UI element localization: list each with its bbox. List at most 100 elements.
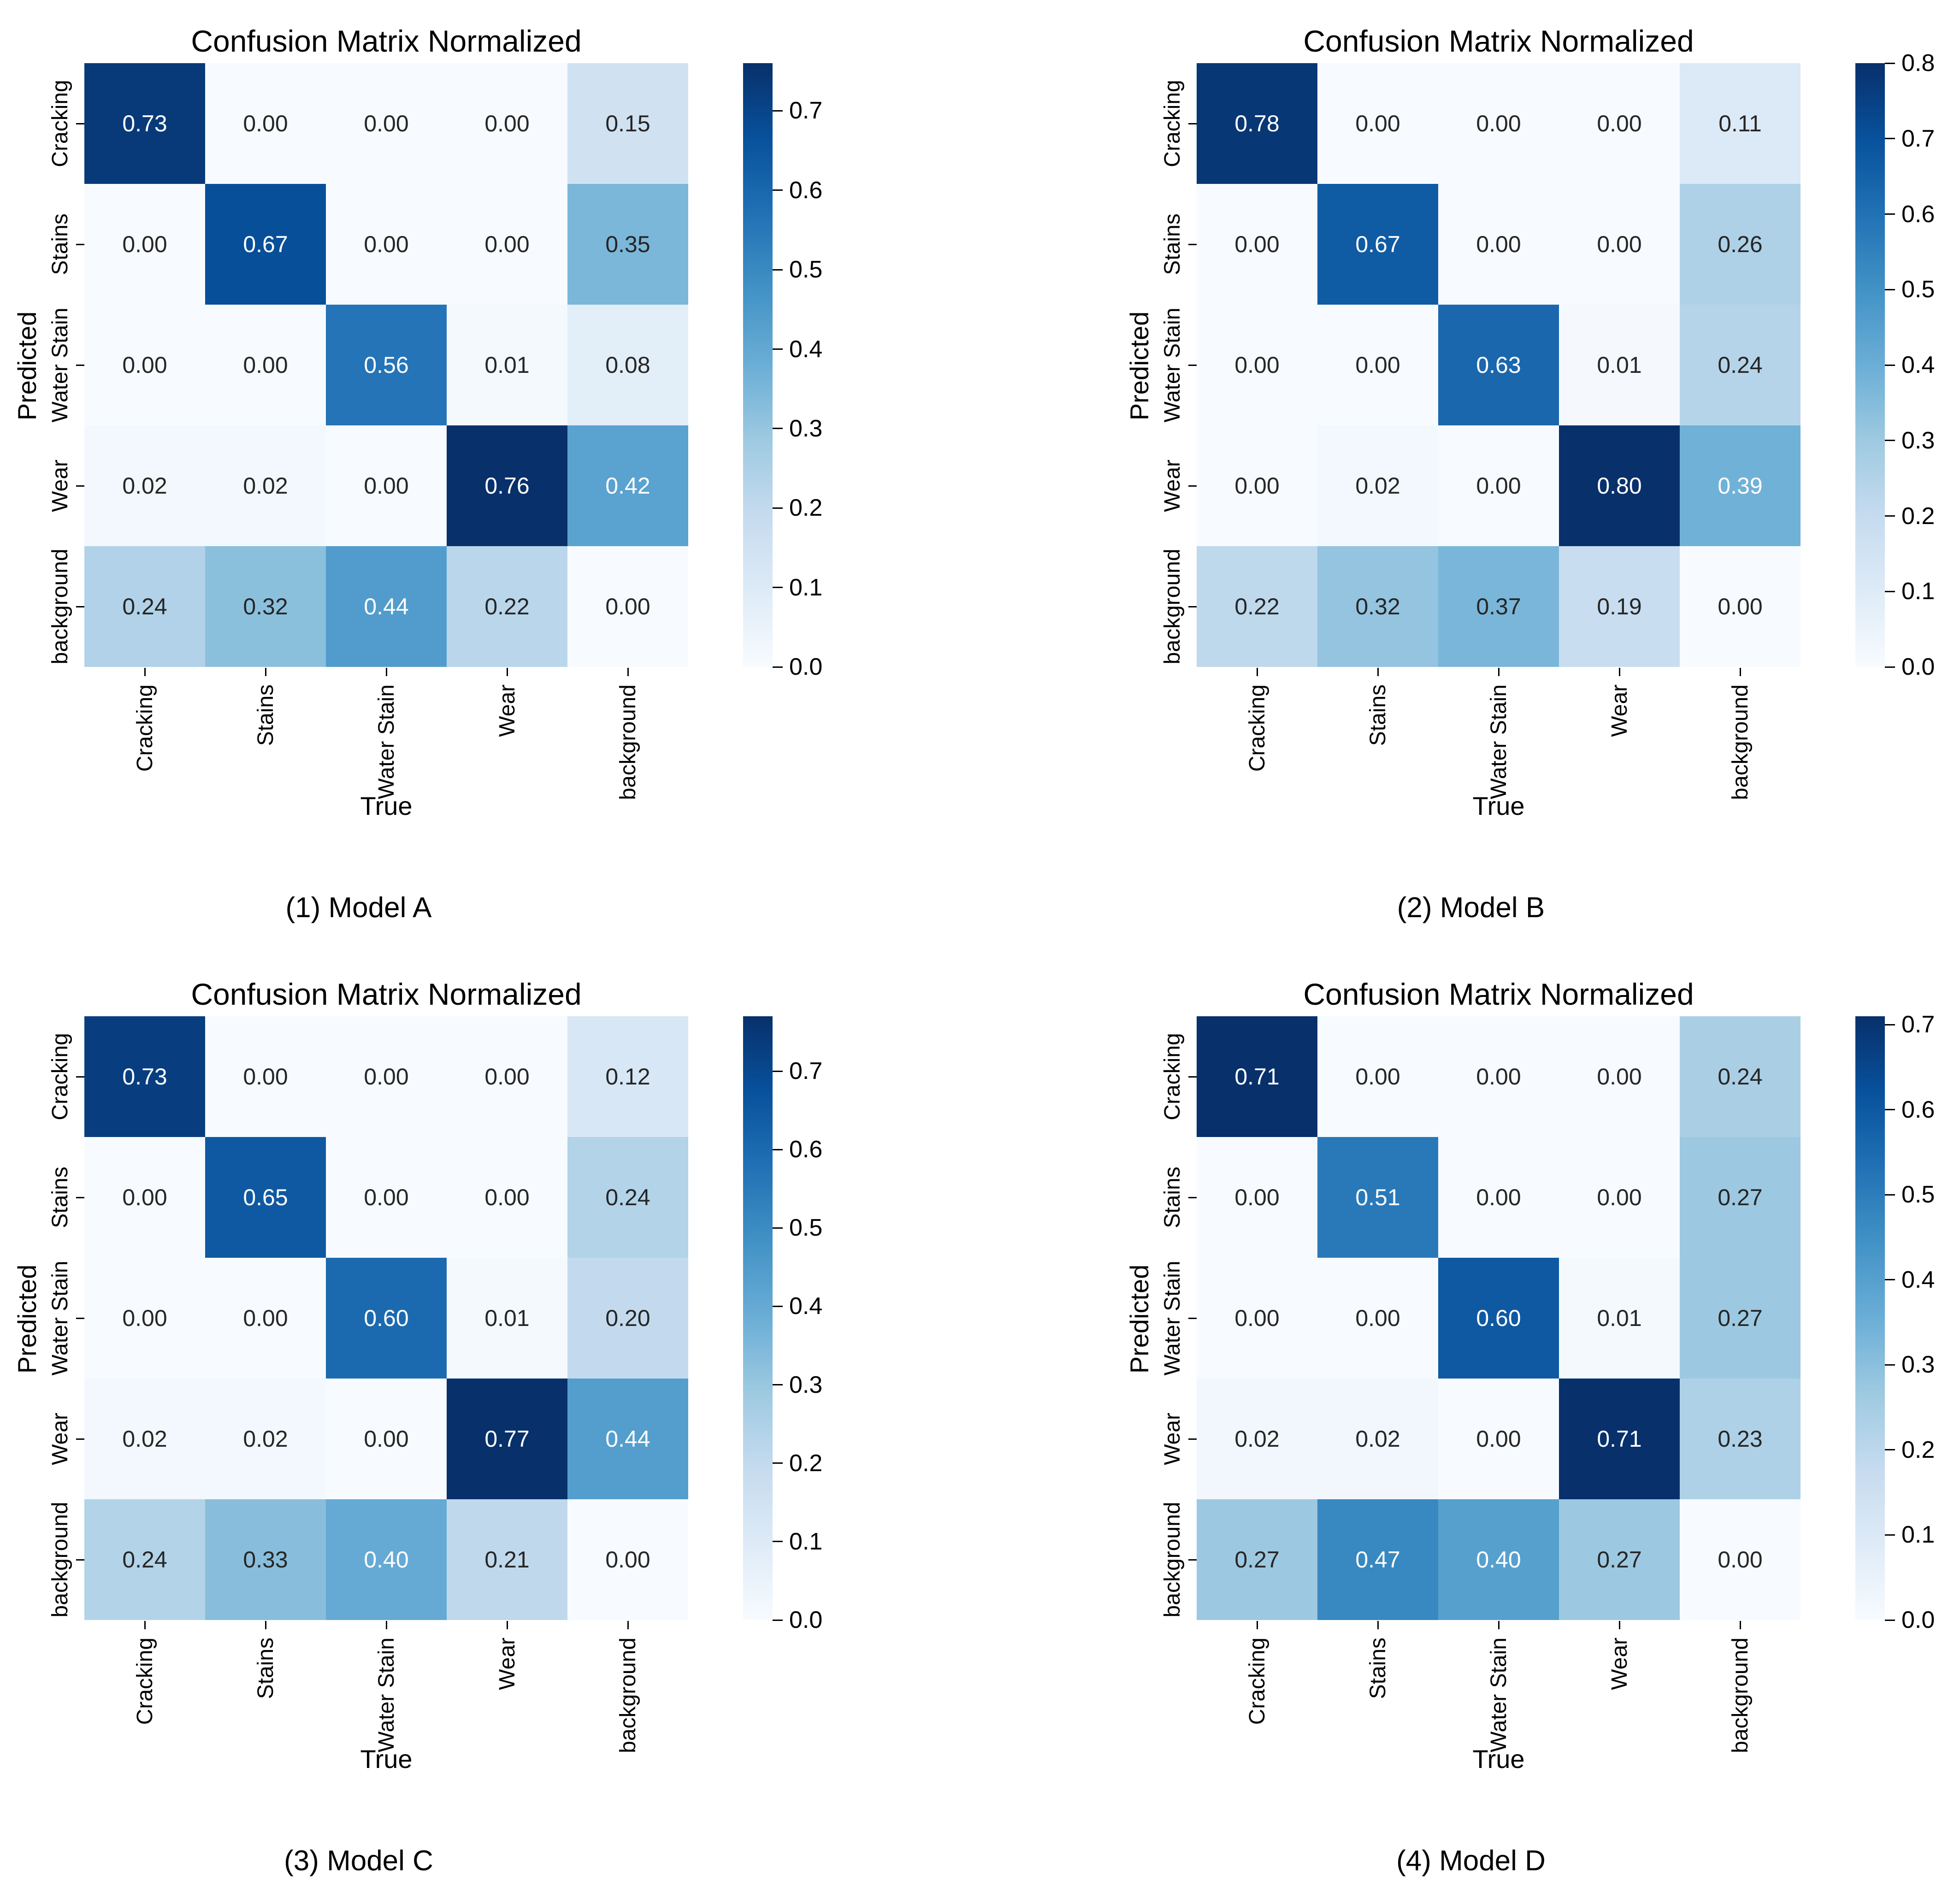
heatmap-cell: 0.00 <box>84 1137 205 1258</box>
chart-title: Confusion Matrix Normalized <box>1303 977 1694 1011</box>
colorbar-tick <box>1885 1194 1895 1196</box>
colorbar-tick <box>773 189 783 191</box>
x-tick-label: Wear <box>1607 1638 1632 1690</box>
figure-caption: (1) Model A <box>285 892 432 924</box>
x-tick-label: Cracking <box>132 1638 157 1725</box>
heatmap-cell: 0.42 <box>567 425 688 546</box>
heatmap-cell: 0.37 <box>1438 546 1559 667</box>
colorbar-tick-label: 0.7 <box>1901 125 1935 152</box>
heatmap-cell: 0.23 <box>1680 1379 1801 1499</box>
colorbar-tick-label: 0.6 <box>789 1136 823 1163</box>
heatmap-cell: 0.00 <box>1197 184 1317 305</box>
chart-title: Confusion Matrix Normalized <box>1303 24 1694 58</box>
colorbar-tick <box>773 428 783 430</box>
x-tick-label: Cracking <box>1245 684 1269 772</box>
heatmap-cell: 0.00 <box>1559 1016 1680 1137</box>
y-axis-tick <box>1188 1559 1197 1561</box>
x-tick-label: Cracking <box>1245 1638 1269 1725</box>
x-axis-tick <box>506 1621 508 1629</box>
heatmap-cell: 0.00 <box>326 1137 447 1258</box>
heatmap-cell: 0.47 <box>1317 1499 1438 1620</box>
heatmap-cell: 0.24 <box>1680 1016 1801 1137</box>
heatmap-cell: 0.32 <box>205 546 326 667</box>
colorbar-tick <box>773 1149 783 1150</box>
colorbar-tick <box>773 1227 783 1229</box>
colorbar-tick-label: 0.4 <box>1901 1266 1935 1293</box>
colorbar-tick-label: 0.0 <box>1901 654 1935 680</box>
heatmap-cell: 0.22 <box>1197 546 1317 667</box>
heatmap-cell: 0.77 <box>447 1379 567 1499</box>
heatmap-cell: 0.00 <box>1680 546 1801 667</box>
heatmap-cell: 0.00 <box>326 1016 447 1137</box>
heatmap-cell: 0.00 <box>326 1379 447 1499</box>
heatmap-cell: 0.00 <box>1197 425 1317 546</box>
y-axis-label: Predicted <box>12 311 41 421</box>
heatmap-cell: 0.00 <box>84 1258 205 1379</box>
colorbar <box>1855 63 1885 667</box>
y-axis-label: Predicted <box>1124 311 1154 421</box>
colorbar-tick-label: 0.4 <box>789 1293 823 1320</box>
confusion-matrix-model-d: Confusion Matrix Normalized Predicted 0.… <box>1112 953 1960 1903</box>
heatmap-cell: 0.00 <box>326 184 447 305</box>
colorbar-tick-label: 0.8 <box>1901 50 1935 77</box>
heatmap-grid: 0.78 0.00 0.00 0.00 0.11 0.00 0.67 0.00 0.00 0.26… <box>1197 63 1801 667</box>
heatmap-cell: 0.00 <box>205 305 326 425</box>
x-axis-tick <box>1618 1621 1620 1629</box>
figure-caption: (3) Model C <box>284 1845 433 1877</box>
heatmap-cell: 0.01 <box>1559 1258 1680 1379</box>
heatmap-cell: 0.02 <box>1317 425 1438 546</box>
colorbar-tick-label: 0.3 <box>789 415 823 442</box>
heatmap-cell: 0.26 <box>1680 184 1801 305</box>
heatmap-cell: 0.00 <box>205 1258 326 1379</box>
colorbar-tick-label: 0.7 <box>1901 1011 1935 1038</box>
y-tick-label: background <box>47 548 72 665</box>
heatmap-cell: 0.39 <box>1680 425 1801 546</box>
colorbar-tick-label: 0.7 <box>789 97 823 124</box>
x-tick-label: Water Stain <box>1486 684 1511 799</box>
heatmap-cell: 0.00 <box>1197 1137 1317 1258</box>
x-axis-tick <box>1739 668 1741 676</box>
x-axis-tick <box>385 1621 387 1629</box>
heatmap-cell: 0.44 <box>326 546 447 667</box>
x-axis-tick <box>1498 668 1500 676</box>
x-axis-tick <box>265 1621 266 1629</box>
chart-title: Confusion Matrix Normalized <box>191 977 582 1011</box>
heatmap-cell: 0.00 <box>1559 184 1680 305</box>
heatmap-cell: 0.27 <box>1197 1499 1317 1620</box>
colorbar-tick-label: 0.2 <box>1901 502 1935 530</box>
heatmap-cell: 0.00 <box>205 63 326 184</box>
x-axis-tick <box>506 668 508 676</box>
colorbar-tick <box>1885 289 1895 290</box>
confusion-matrix-model-c: Confusion Matrix Normalized Predicted 0.… <box>0 953 980 1903</box>
colorbar-tick <box>1885 590 1895 592</box>
x-tick-label: Stains <box>253 1638 278 1699</box>
x-tick-label: Wear <box>495 1638 520 1690</box>
heatmap-grid: 0.71 0.00 0.00 0.00 0.24 0.00 0.51 0.00 0.00 0.27… <box>1197 1016 1801 1620</box>
figure-caption: (4) Model D <box>1396 1845 1546 1877</box>
x-tick-label: Water Stain <box>1486 1638 1511 1752</box>
x-tick-label: Wear <box>495 684 520 737</box>
figure-caption: (2) Model B <box>1397 892 1545 924</box>
x-axis-tick <box>144 1621 146 1629</box>
y-axis-tick <box>1188 1438 1197 1440</box>
y-axis-tick <box>1188 364 1197 366</box>
heatmap-cell: 0.00 <box>1438 1379 1559 1499</box>
heatmap-cell: 0.00 <box>447 1137 567 1258</box>
y-axis-tick <box>76 1196 84 1198</box>
heatmap-cell: 0.00 <box>84 305 205 425</box>
x-tick-label: background <box>1728 1638 1753 1753</box>
colorbar-tick-label: 0.3 <box>1901 1351 1935 1379</box>
y-axis-tick <box>76 485 84 487</box>
x-axis-tick <box>1256 668 1258 676</box>
x-axis-tick <box>1377 1621 1379 1629</box>
y-axis-tick <box>76 364 84 366</box>
heatmap-cell: 0.60 <box>1438 1258 1559 1379</box>
y-axis-tick <box>1188 1317 1197 1319</box>
x-tick-label: background <box>615 684 640 800</box>
y-axis-tick <box>1188 243 1197 245</box>
heatmap-cell: 0.67 <box>205 184 326 305</box>
heatmap-cell: 0.00 <box>1680 1499 1801 1620</box>
heatmap-cell: 0.00 <box>84 184 205 305</box>
colorbar-tick-label: 0.5 <box>789 1214 823 1242</box>
